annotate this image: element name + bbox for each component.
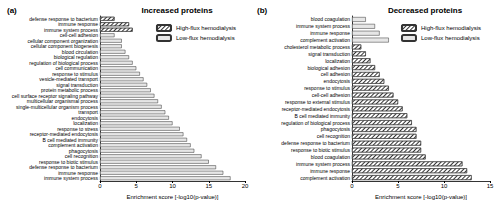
svg-text:High-flux hemodialysis: High-flux hemodialysis [421,25,481,31]
svg-text:regulation of biological proce: regulation of biological process [281,120,350,126]
svg-text:0: 0 [98,183,102,189]
svg-text:complement activation: complement activation [300,175,350,181]
svg-text:blood coagulation: blood coagulation [311,154,350,160]
svg-text:complement activation: complement activation [48,142,98,149]
svg-text:15: 15 [205,183,212,189]
svg-text:immune system process: immune system process [296,23,350,29]
svg-text:phagocytosis: phagocytosis [321,126,351,132]
svg-text:15: 15 [487,183,494,189]
svg-text:immune system process: immune system process [44,26,98,33]
svg-text:blood coagulation: blood coagulation [311,16,350,22]
svg-text:immune response: immune response [58,169,98,176]
svg-text:localization: localization [73,120,98,127]
svg-text:0: 0 [350,183,354,189]
svg-text:transport: transport [78,109,98,116]
svg-text:biological adhesion: biological adhesion [307,65,350,71]
svg-text:cell adhesion: cell adhesion [321,71,350,77]
svg-text:cell-cell adhesion: cell-cell adhesion [312,92,351,98]
svg-text:cell surface receptor signalin: cell surface receptor signaling pathway [11,92,98,99]
svg-text:(a): (a) [7,6,17,15]
svg-text:Decreased proteins: Decreased proteins [388,6,463,15]
svg-text:20: 20 [242,183,249,189]
svg-text:single-multicellular organism: single-multicellular organism process [16,103,98,110]
svg-text:blood circulation: blood circulation [61,48,98,55]
svg-text:B cell mediated immunity: B cell mediated immunity [42,136,98,143]
svg-text:endocytosis: endocytosis [71,114,98,121]
svg-text:(b): (b) [257,6,268,15]
svg-text:multicellular organismal proce: multicellular organismal process [26,98,98,105]
svg-text:defense response to bacterium: defense response to bacterium [281,140,350,146]
svg-text:signal transduction: signal transduction [56,81,98,88]
svg-text:Low-flux hemodialysis: Low-flux hemodialysis [176,35,235,41]
svg-text:cell recognition: cell recognition [64,153,98,160]
svg-text:immune response: immune response [58,21,98,28]
svg-text:10: 10 [169,183,176,189]
svg-text:response to stimulus: response to stimulus [52,70,98,77]
svg-text:immune response: immune response [310,168,350,174]
svg-text:cell-cell adhesion: cell-cell adhesion [59,32,98,39]
svg-text:regulation of biological proce: regulation of biological process [29,59,98,66]
svg-text:complement activation: complement activation [300,37,350,43]
svg-text:cholesterol metabolic process: cholesterol metabolic process [284,44,350,50]
svg-text:Enrichment score [-log10(p-val: Enrichment score [-log10(p-value)] [126,194,218,200]
svg-text:Increased proteins: Increased proteins [141,6,213,15]
svg-text:5: 5 [135,183,139,189]
svg-text:cell communication: cell communication [55,65,98,72]
svg-text:signal transduction: signal transduction [308,51,350,57]
svg-text:response to stimulus: response to stimulus [304,85,350,91]
svg-text:cellular component biogenesis: cellular component biogenesis [30,43,98,50]
svg-text:Low-flux hemodialysis: Low-flux hemodialysis [421,35,480,41]
svg-text:immune response: immune response [310,30,350,36]
svg-text:response to external stimulus: response to external stimulus [285,99,351,105]
svg-text:vesicle-mediated transport: vesicle-mediated transport [39,76,98,83]
svg-text:protein metabolic process: protein metabolic process [41,87,98,94]
svg-text:cellular component organizatio: cellular component organization [27,37,98,44]
svg-text:localization: localization [325,58,350,64]
svg-text:cell recognition: cell recognition [317,133,351,139]
svg-text:B cell mediated immunity: B cell mediated immunity [294,113,350,119]
svg-text:receptor-mediated endocytosis: receptor-mediated endocytosis [282,106,351,112]
svg-text:5: 5 [396,183,400,189]
svg-text:phagocytosis: phagocytosis [68,147,98,154]
svg-text:biological regulation: biological regulation [53,54,98,61]
svg-text:10: 10 [441,183,448,189]
svg-text:defense response to bacterium: defense response to bacterium [29,15,98,22]
svg-text:response to biotic stimulus: response to biotic stimulus [39,158,98,165]
svg-text:High-flux hemodialysis: High-flux hemodialysis [176,25,236,31]
svg-text:receptor-mediated endocytosis: receptor-mediated endocytosis [29,131,98,138]
svg-text:immune system process: immune system process [44,175,98,181]
svg-text:response to stress: response to stress [57,125,98,132]
svg-text:Enrichment score [-log10(p-val: Enrichment score [-log10(p-value)] [375,194,467,200]
svg-text:endocytosis: endocytosis [324,78,351,84]
svg-text:immune system process: immune system process [296,161,350,167]
svg-text:defense response to bacterium: defense response to bacterium [29,164,98,171]
svg-text:response to biotic stimulus: response to biotic stimulus [291,147,350,153]
